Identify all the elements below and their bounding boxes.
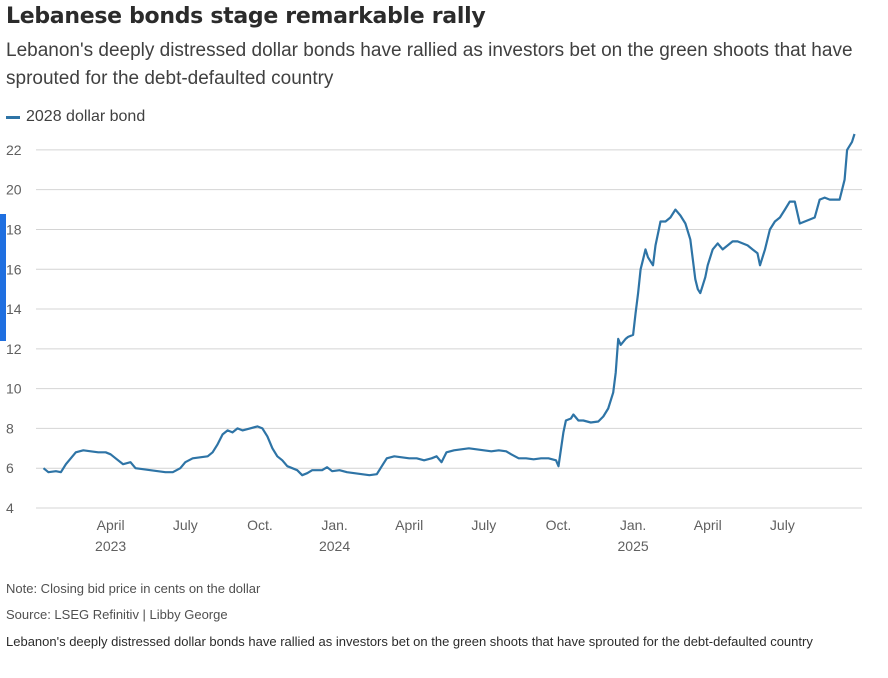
chart-source: Source: LSEG Refinitiv | Libby George (6, 607, 228, 622)
x-tick-label: April (97, 517, 125, 533)
y-tick-label: 22 (6, 142, 22, 158)
x-tick-year-label: 2024 (319, 538, 350, 554)
chart-title: Lebanese bonds stage remarkable rally (6, 4, 486, 29)
y-tick-label: 4 (6, 500, 14, 516)
x-tick-year-label: 2025 (618, 538, 649, 554)
x-tick-label: Oct. (546, 517, 572, 533)
x-tick-label: July (770, 517, 795, 533)
y-tick-label: 8 (6, 420, 14, 436)
legend: 2028 dollar bond (6, 108, 145, 126)
grid (36, 149, 862, 509)
chart-caption: Lebanon's deeply distressed dollar bonds… (6, 634, 813, 649)
y-tick-label: 12 (6, 341, 22, 357)
x-tick-year-label: 2023 (95, 538, 126, 554)
series-layer (42, 133, 856, 477)
x-axis-ticks: April 2023 July Oct. Jan. 2024 April July Oct. Ja… (95, 517, 795, 554)
y-axis-ticks: 4 6 8 10 12 14 16 18 20 22 (6, 142, 22, 516)
x-tick-label: April (395, 517, 423, 533)
y-tick-label: 20 (6, 182, 22, 198)
x-tick-label: July (471, 517, 496, 533)
accent-bar (0, 214, 6, 341)
legend-swatch (6, 115, 20, 119)
x-tick-label: July (173, 517, 198, 533)
line-chart: 4 6 8 10 12 14 16 18 20 22 April 2023 July Oct. Jan. 2… (6, 133, 862, 554)
x-tick-label: Oct. (247, 517, 273, 533)
chart-subtitle: Lebanon's deeply distressed dollar bonds… (6, 40, 853, 89)
chart-note: Note: Closing bid price in cents on the … (6, 581, 261, 596)
series-line-2028-dollar-bond (42, 133, 856, 477)
y-tick-label: 18 (6, 221, 22, 237)
y-tick-label: 6 (6, 460, 14, 476)
legend-label: 2028 dollar bond (26, 108, 146, 125)
x-tick-label: April (694, 517, 722, 533)
y-tick-label: 10 (6, 381, 22, 397)
x-tick-label: Jan. (620, 517, 646, 533)
x-tick-label: Jan. (321, 517, 347, 533)
y-tick-label: 16 (6, 261, 22, 277)
y-tick-label: 14 (6, 301, 22, 317)
